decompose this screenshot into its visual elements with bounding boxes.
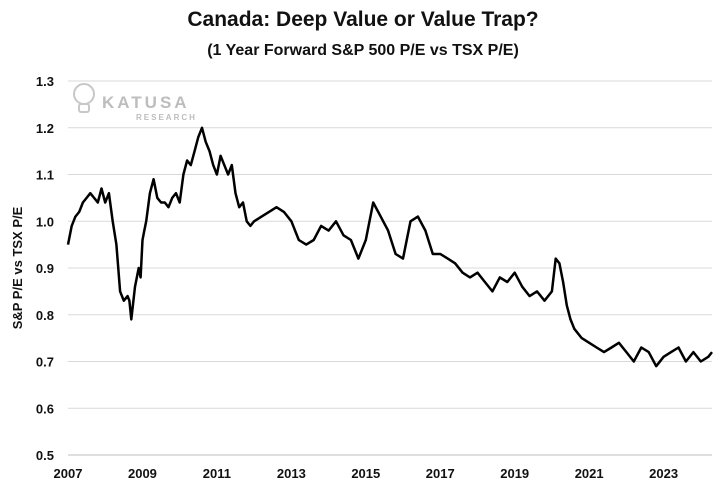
chart-subtitle: (1 Year Forward S&P 500 P/E vs TSX P/E) [207, 42, 519, 59]
svg-text:KATUSA: KATUSA [102, 93, 190, 112]
y-tick-label: 1.2 [36, 121, 54, 136]
y-tick-label: 0.9 [36, 261, 54, 276]
y-axis-label: S&P P/E vs TSX P/E [10, 206, 25, 329]
x-tick-label: 2009 [128, 466, 157, 481]
y-tick-label: 0.6 [36, 401, 54, 416]
y-tick-labels: 0.5 0.6 0.7 0.8 0.9 1.0 1.1 1.2 1.3 [36, 74, 54, 463]
svg-text:RESEARCH: RESEARCH [136, 113, 197, 122]
chart-title: Canada: Deep Value or Value Trap? [187, 8, 539, 31]
y-tick-label: 0.8 [36, 308, 54, 323]
y-tick-label: 1.1 [36, 168, 54, 183]
x-tick-label: 2011 [203, 466, 231, 481]
x-tick-label: 2023 [649, 466, 678, 481]
x-tick-labels: 2007 2009 2011 2013 2015 2017 2019 2021 2023 [54, 466, 679, 481]
gridlines [68, 80, 712, 456]
x-tick-label: 2013 [277, 466, 306, 481]
x-tick-label: 2021 [575, 466, 604, 481]
series-line [66, 126, 713, 368]
x-tick-label: 2015 [351, 466, 380, 481]
y-tick-label: 1.0 [36, 214, 54, 229]
x-tick-label: 2007 [54, 466, 83, 481]
y-tick-label: 0.5 [36, 448, 54, 463]
katusa-logo: KATUSA RESEARCH [73, 83, 197, 122]
y-tick-label: 1.3 [36, 74, 54, 89]
x-tick-label: 2017 [426, 466, 455, 481]
y-tick-label: 0.7 [36, 355, 54, 370]
x-tick-label: 2019 [500, 466, 529, 481]
